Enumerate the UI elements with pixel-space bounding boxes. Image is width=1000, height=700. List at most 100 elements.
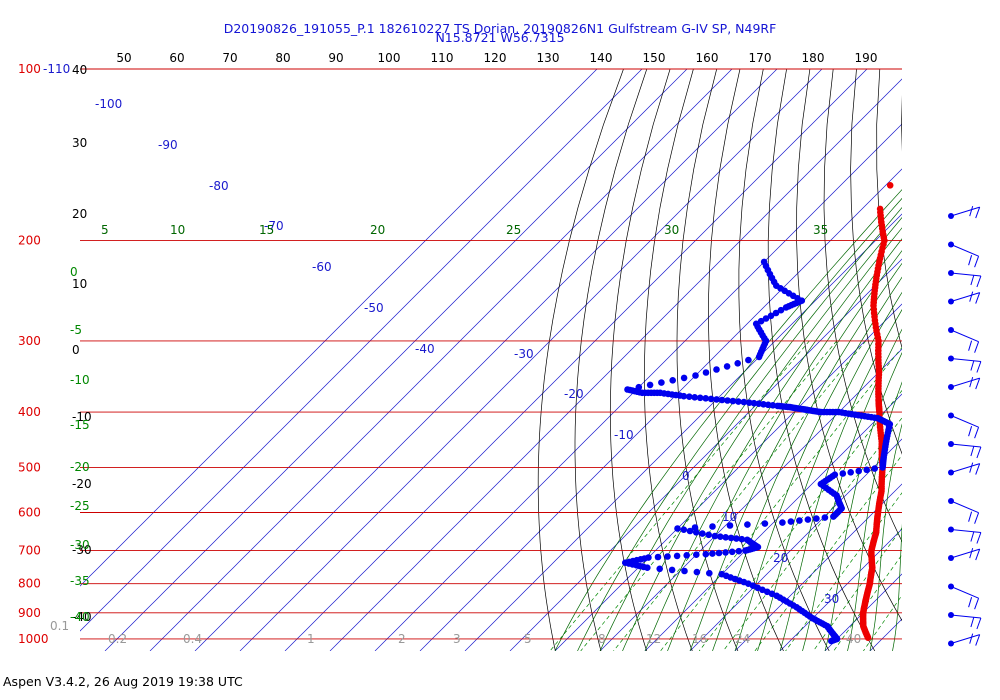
theta-tick-label: 110 <box>431 51 454 65</box>
dewpoint-point <box>705 531 712 539</box>
dewpoint-point <box>750 399 758 407</box>
isotherm-line <box>149 69 733 651</box>
isotherm-line <box>329 78 902 651</box>
wind-barb-flag <box>968 597 973 608</box>
dewpoint-point <box>717 533 724 540</box>
theta-tick-label: 50 <box>116 51 131 65</box>
wind-barb-flag <box>968 511 973 522</box>
dry-adiabat-line <box>574 69 648 651</box>
moist-adiabat-line <box>892 523 902 651</box>
dewpoint-point <box>735 398 742 405</box>
left-axis-label: 10 <box>72 277 87 291</box>
temperature-label: -10 <box>614 428 634 442</box>
dewpoint-point <box>696 394 704 402</box>
dry-adiabat-line <box>767 69 876 651</box>
dry-adiabat-line <box>738 69 830 651</box>
wind-barb-flag <box>974 256 980 268</box>
dewpoint-point <box>709 550 716 557</box>
temperature-label: 20 <box>773 551 788 565</box>
mixing-ratio-bottom-label: 8 <box>598 632 606 646</box>
mixing-ratio-bottom-label: 1 <box>307 632 315 646</box>
theta-tick-label: 160 <box>696 51 719 65</box>
dewpoint-point <box>722 549 729 556</box>
wind-barb-flag <box>969 291 974 302</box>
mixing-ratio-line <box>833 554 902 651</box>
dewpoint-point <box>693 568 701 576</box>
mixing-ratio-bottom-label: 0.1 <box>50 619 69 633</box>
theta-tick-label: 170 <box>749 51 772 65</box>
wind-barb-flag <box>970 360 975 371</box>
wind-barb-shaft <box>950 586 979 599</box>
theta-tick-label: 150 <box>643 51 666 65</box>
dewpoint-point <box>744 521 751 528</box>
mixing-ratio-line <box>580 340 837 651</box>
wind-barb <box>948 498 980 524</box>
moist-adiabat-line <box>869 423 902 651</box>
wind-barb-shaft <box>950 206 980 217</box>
dewpoint-point <box>734 360 741 367</box>
wind-barb-flag <box>976 361 982 373</box>
moist-adiabat-label: 10 <box>170 223 185 237</box>
dewpoint-point <box>674 525 681 532</box>
mixing-ratio-bottom-label: 40 <box>846 632 861 646</box>
wind-barb-shaft <box>950 244 979 257</box>
dewpoint-point <box>680 392 688 400</box>
isotherm-line <box>419 168 902 651</box>
pressure-top-label: -110 <box>43 62 70 76</box>
dewpoint-point <box>656 565 663 573</box>
wind-barb <box>948 291 981 305</box>
dewpoint-point <box>761 520 769 527</box>
left-axis-label: 20 <box>72 207 87 221</box>
mixing-ratio-line <box>722 417 902 651</box>
isotherm-line <box>284 69 868 651</box>
dewpoint-point <box>722 534 729 541</box>
dewpoint-point <box>644 564 651 571</box>
mixing-ratio-left-label: -30 <box>70 538 90 552</box>
dry-adiabat-line <box>850 69 902 455</box>
isotherm-line <box>509 258 902 651</box>
dewpoint-point <box>669 377 676 384</box>
wind-barbs <box>948 205 982 647</box>
dewpoint-point <box>777 306 785 314</box>
wind-barb-flag <box>975 206 981 219</box>
wind-barb-flag <box>970 531 975 542</box>
dewpoint-point <box>724 397 731 404</box>
wind-barb-flag <box>968 340 973 351</box>
wind-barb <box>948 547 981 561</box>
wind-barb-flag <box>969 462 974 473</box>
pressure-label: 400 <box>18 405 41 419</box>
grid-lines <box>80 69 902 651</box>
wind-barb <box>948 327 980 353</box>
temperature-label: 30 <box>824 592 839 606</box>
isobars <box>80 68 902 640</box>
moist-adiabat-label: 5 <box>101 223 109 237</box>
mixing-ratio-left-label: 0 <box>70 265 78 279</box>
mixing-ratio-bottom-label: 16 <box>692 632 707 646</box>
moist-adiabat-label: 35 <box>813 223 828 237</box>
wind-barb <box>948 270 982 288</box>
moist-adiabat-line <box>577 197 902 651</box>
pressure-label: 600 <box>18 506 41 520</box>
dry-adiabat-line <box>537 69 624 651</box>
dewpoint-point <box>830 513 837 520</box>
wind-barb-shaft <box>950 292 980 302</box>
chart-subtitle: N15.8721 W56.7315 <box>435 30 565 45</box>
wind-barb-flag <box>975 292 981 304</box>
dewpoint-point <box>755 353 763 361</box>
left-axis-label: 40 <box>72 63 87 77</box>
dewpoint-point <box>709 523 716 530</box>
dewpoint-point <box>715 549 723 557</box>
theta-tick-label: 190 <box>855 51 878 65</box>
dewpoint-point <box>804 516 812 523</box>
mixing-ratio-bottom-label: 12 <box>646 632 661 646</box>
wind-barb <box>948 355 982 373</box>
temperature-label: 0 <box>682 469 690 483</box>
theta-tick-label: 180 <box>802 51 825 65</box>
isotherm-line <box>554 303 902 651</box>
dewpoint-point <box>692 529 700 536</box>
dewpoint-point <box>729 397 737 405</box>
mixing-ratio-left-label: -35 <box>70 574 90 588</box>
theta-tick-label: 90 <box>328 51 343 65</box>
